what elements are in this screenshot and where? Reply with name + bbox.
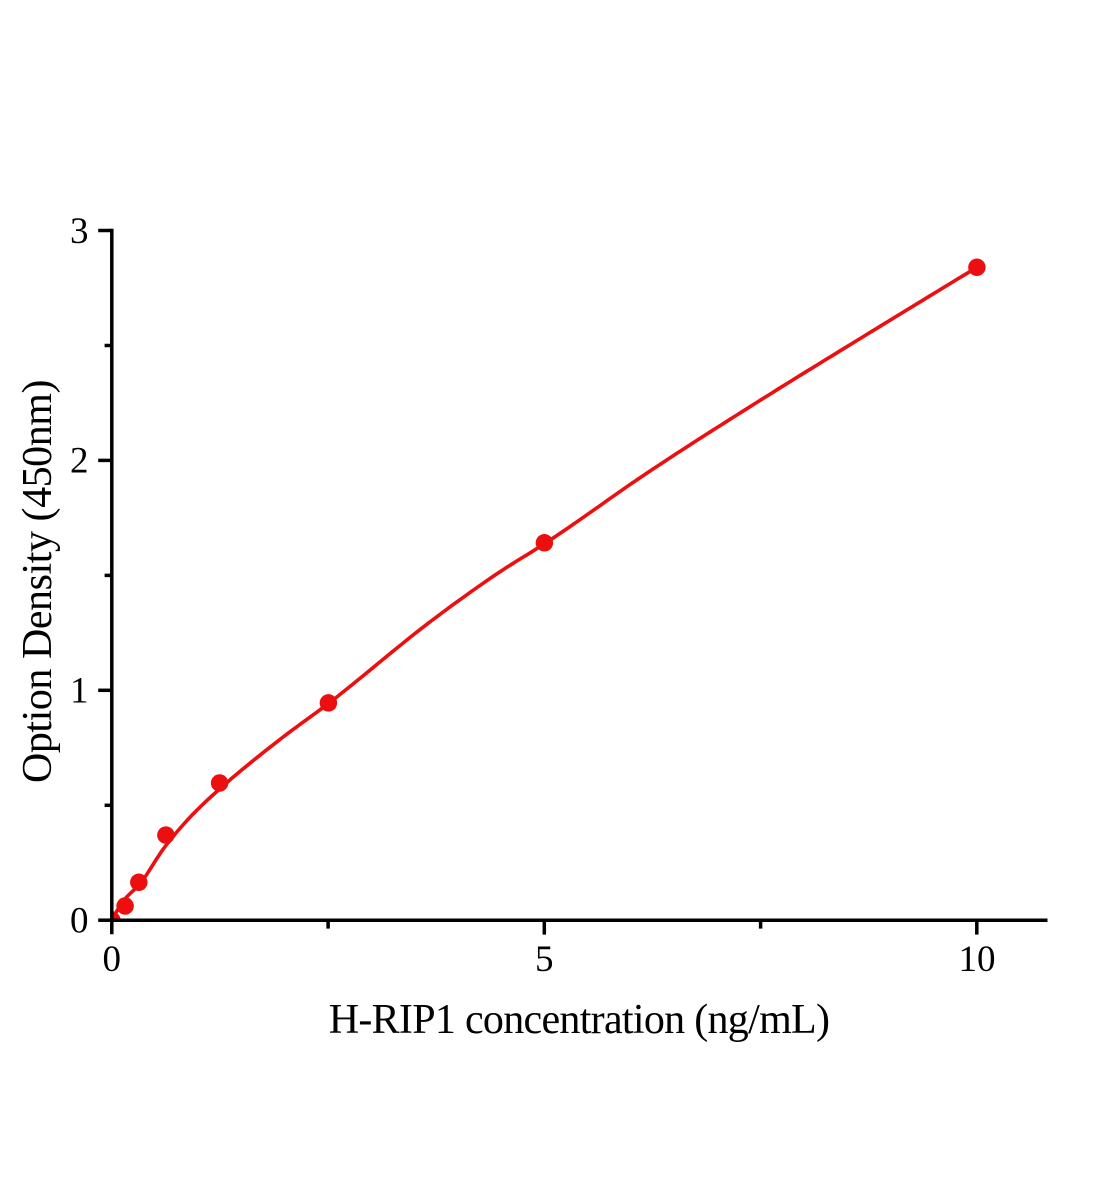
svg-text:0: 0: [70, 901, 89, 942]
svg-text:H-RIP1 concentration (ng/mL): H-RIP1 concentration (ng/mL): [329, 997, 830, 1043]
svg-text:10: 10: [959, 939, 996, 980]
svg-text:3: 3: [70, 211, 89, 252]
svg-text:Option Density (450nm): Option Density (450nm): [15, 380, 61, 783]
svg-text:1: 1: [70, 671, 89, 712]
svg-text:2: 2: [70, 441, 89, 482]
svg-text:5: 5: [535, 939, 554, 980]
svg-text:0: 0: [103, 939, 122, 980]
